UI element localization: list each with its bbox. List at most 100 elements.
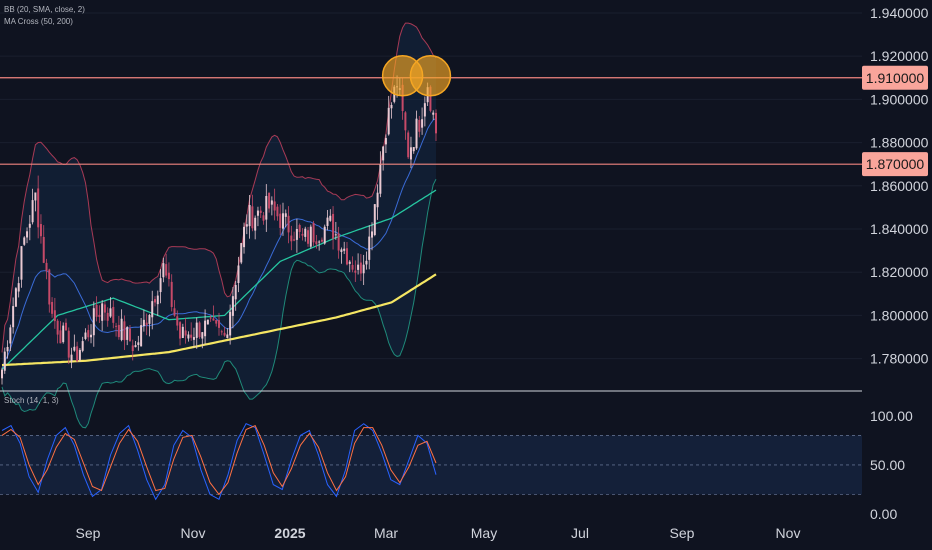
bb-upper-line [1,22,437,353]
stoch-tick-label: 50.00 [870,457,905,473]
candle-body [165,264,168,276]
candle-body [309,226,312,247]
price-tick-label: 1.820000 [870,264,929,280]
candle-body [351,264,354,270]
time-tick-label: Jul [571,525,589,541]
candle-body [170,281,173,307]
candle-body [145,322,148,326]
candle-body [359,262,362,274]
candlesticks[interactable] [1,75,437,385]
candle-body [112,306,115,323]
candle-body [187,334,190,339]
candle-body [251,206,254,229]
candle-body [17,283,20,292]
candle-body [384,138,387,145]
price-tick-label: 1.940000 [870,5,929,21]
candle-body [273,201,276,211]
time-tick-label: Sep [76,525,101,541]
candle-body [307,230,310,244]
candle-body [326,217,329,226]
candle-body [78,349,81,360]
candle-body [140,325,143,347]
candle-body [298,225,301,232]
candle-body [379,164,382,194]
price-tick-label: 1.880000 [870,135,929,151]
candle-body [115,325,118,327]
stochastic-pane[interactable] [0,423,862,501]
stoch-tick-label: 100.00 [870,408,913,424]
candle-body [90,334,93,338]
candle-body [276,206,279,217]
candle-body [137,342,140,346]
candle-body [240,243,243,263]
candle-body [23,237,26,245]
time-tick-label: 2025 [274,525,305,541]
candle-body [67,330,70,358]
candle-body [95,304,98,317]
candle-body [212,318,215,321]
candle-body [412,147,415,152]
stoch-legend[interactable]: Stoch (14, 1, 3) [4,396,59,405]
candle-body [156,295,159,305]
candle-body [354,270,357,273]
candle-body [404,112,407,131]
candle-body [301,233,304,236]
time-tick-label: Sep [670,525,695,541]
candle-body [421,119,424,128]
stochastic-axis[interactable]: 100.00 50.00 0.00 [870,408,913,522]
candle-body [223,332,226,336]
candle-body [31,200,34,223]
candle-body [245,224,248,227]
candle-body [382,146,385,161]
candle-body [320,239,323,242]
ma-cross-legend[interactable]: MA Cross (50, 200) [4,17,73,26]
candle-body [340,249,343,252]
bb-lower-line [1,178,437,429]
candle-body [418,119,421,132]
candle-body [179,322,182,339]
candle-body [62,325,65,343]
time-tick-label: Nov [776,525,801,541]
candle-body [109,308,112,317]
candle-body [334,234,337,236]
candle-body [70,354,73,362]
candle-body [371,231,374,238]
price-axis[interactable]: 1.940000 1.920000 1.900000 1.880000 1.860000… [870,5,929,367]
candle-body [106,312,109,321]
candle-body [84,332,87,339]
candle-body [409,147,412,160]
time-tick-label: Mar [374,525,398,541]
candle-body [270,200,273,205]
candle-body [173,308,176,316]
candle-body [73,346,76,351]
candle-body [293,239,296,241]
candle-body [184,330,187,336]
bb-legend[interactable]: BB (20, SMA, close, 2) [4,5,85,14]
candle-body [192,337,195,340]
candle-body [248,205,251,227]
highlight-circles [381,55,452,97]
price-tick-label: 1.780000 [870,351,929,367]
time-axis[interactable]: Sep Nov 2025 Mar May Jul Sep Nov [76,525,801,541]
resistance-label: 1.910000 [866,70,925,86]
candle-body [256,210,259,216]
candle-body [128,328,131,342]
candle-body [117,324,120,338]
candle-body [1,369,3,379]
candle-body [45,262,48,272]
candle-body [181,326,184,338]
stoch-band [0,435,862,495]
candle-body [337,233,340,251]
candle-body [215,320,218,324]
candle-body [76,346,79,362]
candle-body [162,263,165,278]
candle-body [101,303,104,321]
candle-body [295,229,298,240]
candle-body [348,261,351,264]
candle-body [423,103,426,117]
candle-body [120,318,123,340]
candle-body [131,345,134,352]
candle-body [237,265,240,283]
candle-body [429,86,432,111]
